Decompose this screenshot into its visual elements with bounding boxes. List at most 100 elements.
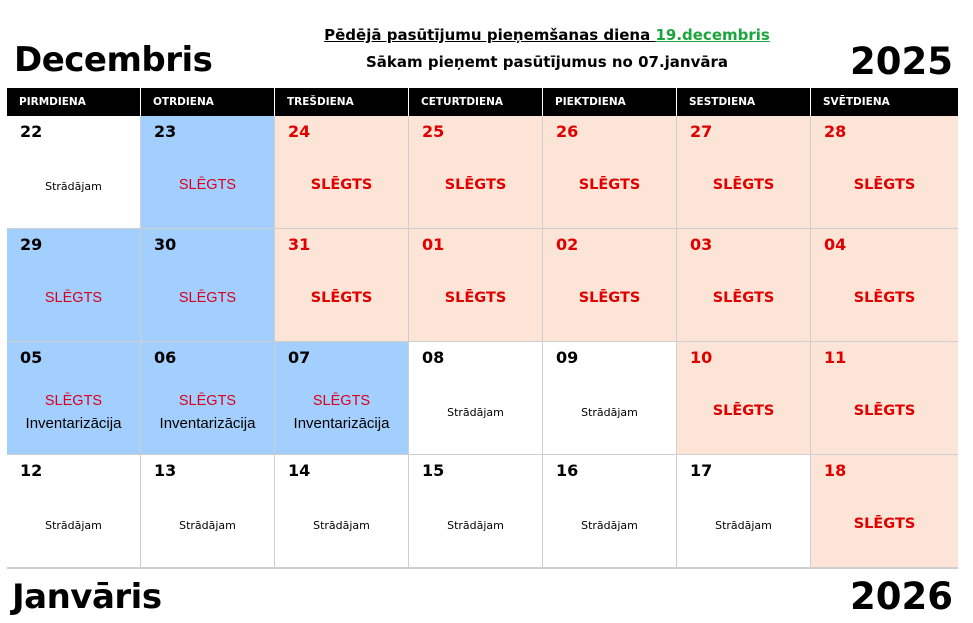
day-status: SLĒGTS bbox=[178, 393, 237, 409]
day-number: 10 bbox=[690, 348, 713, 367]
weekday-header: CETURTDIENA bbox=[409, 88, 543, 116]
day-cell: 17 Strādājam bbox=[677, 455, 811, 568]
day-cell: 29 SLĒGTS bbox=[7, 229, 141, 342]
calendar-body: 22 Strādājam 23 SLĒGTS 24 SLĒGTS 25 SLĒGTS 26 SLĒ… bbox=[7, 116, 958, 568]
day-note: Inventarizācija bbox=[25, 415, 122, 432]
day-status: SLĒGTS bbox=[310, 290, 373, 306]
month-title-bottom: Janvāris bbox=[12, 577, 162, 617]
day-cell: 09 Strādājam bbox=[543, 342, 677, 455]
day-number: 27 bbox=[690, 122, 713, 141]
week-row: 05 SLĒGTS Inventarizācija 06 SLĒGTS Inventari… bbox=[7, 342, 958, 455]
day-status: Strādājam bbox=[45, 519, 102, 532]
day-status: Strādājam bbox=[581, 519, 638, 532]
day-number: 29 bbox=[20, 235, 43, 254]
month-title-top: Decembris bbox=[14, 40, 213, 80]
day-status: SLĒGTS bbox=[178, 177, 237, 193]
week-row: 22 Strādājam 23 SLĒGTS 24 SLĒGTS 25 SLĒGTS 26 SLĒ… bbox=[7, 116, 958, 229]
day-number: 30 bbox=[154, 235, 177, 254]
day-number: 15 bbox=[422, 461, 445, 480]
day-cell: 04 SLĒGTS bbox=[811, 229, 958, 342]
day-cell: 16 Strādājam bbox=[543, 455, 677, 568]
day-status: Strādājam bbox=[447, 406, 504, 419]
weekday-header: PIRMDIENA bbox=[7, 88, 141, 116]
day-number: 11 bbox=[824, 348, 847, 367]
day-cell: 18 SLĒGTS bbox=[811, 455, 958, 568]
day-number: 05 bbox=[20, 348, 43, 367]
day-number: 06 bbox=[154, 348, 177, 367]
day-note: Inventarizācija bbox=[159, 415, 256, 432]
day-number: 28 bbox=[824, 122, 847, 141]
day-note: Inventarizācija bbox=[293, 415, 390, 432]
day-number: 14 bbox=[288, 461, 311, 480]
day-status: SLĒGTS bbox=[712, 403, 775, 419]
day-status: SLĒGTS bbox=[44, 290, 103, 306]
day-status: SLĒGTS bbox=[312, 393, 371, 409]
day-number: 13 bbox=[154, 461, 177, 480]
day-status: Strādājam bbox=[179, 519, 236, 532]
day-status: SLĒGTS bbox=[712, 290, 775, 306]
day-cell: 14 Strādājam bbox=[275, 455, 409, 568]
day-status: SLĒGTS bbox=[310, 177, 373, 193]
week-row: 12 Strādājam 13 Strādājam 14 Strādājam 15 Strād… bbox=[7, 455, 958, 568]
day-status: SLĒGTS bbox=[853, 403, 916, 419]
day-number: 22 bbox=[20, 122, 43, 141]
day-number: 09 bbox=[556, 348, 579, 367]
day-status: SLĒGTS bbox=[578, 177, 641, 193]
day-status: Strādājam bbox=[447, 519, 504, 532]
day-cell: 01 SLĒGTS bbox=[409, 229, 543, 342]
day-status: SLĒGTS bbox=[578, 290, 641, 306]
day-number: 03 bbox=[690, 235, 713, 254]
day-number: 24 bbox=[288, 122, 311, 141]
day-cell: 06 SLĒGTS Inventarizācija bbox=[141, 342, 275, 455]
day-status: SLĒGTS bbox=[853, 177, 916, 193]
day-cell: 24 SLĒGTS bbox=[275, 116, 409, 229]
day-cell: 30 SLĒGTS bbox=[141, 229, 275, 342]
weekday-header: SVĒTDIENA bbox=[823, 96, 890, 108]
day-number: 31 bbox=[288, 235, 311, 254]
year-bottom: 2026 bbox=[850, 575, 953, 618]
day-cell: 25 SLĒGTS bbox=[409, 116, 543, 229]
day-status: SLĒGTS bbox=[853, 290, 916, 306]
day-cell: 15 Strādājam bbox=[409, 455, 543, 568]
day-cell: 11 SLĒGTS bbox=[811, 342, 958, 455]
day-cell: 13 Strādājam bbox=[141, 455, 275, 568]
day-number: 25 bbox=[422, 122, 445, 141]
resume-orders-notice: Sākam pieņemt pasūtījumus no 07.janvāra bbox=[366, 53, 728, 71]
day-cell: 23 SLĒGTS bbox=[141, 116, 275, 229]
week-row: 29 SLĒGTS 30 SLĒGTS 31 SLĒGTS 01 SLĒGTS 02 SLĒGTS… bbox=[7, 229, 958, 342]
day-number: 12 bbox=[20, 461, 43, 480]
divider bbox=[7, 568, 958, 569]
day-status: Strādājam bbox=[715, 519, 772, 532]
day-number: 04 bbox=[824, 235, 847, 254]
day-cell: 28 SLĒGTS bbox=[811, 116, 958, 229]
day-status: Strādājam bbox=[45, 180, 102, 193]
day-cell: 03 SLĒGTS bbox=[677, 229, 811, 342]
day-cell: 08 Strādājam bbox=[409, 342, 543, 455]
day-cell: 12 Strādājam bbox=[7, 455, 141, 568]
day-status: SLĒGTS bbox=[444, 290, 507, 306]
day-number: 08 bbox=[422, 348, 445, 367]
calendar-grid: PIRMDIENA OTRDIENA TREŠDIENA CETURTDIENA PIE… bbox=[7, 88, 958, 568]
day-number: 02 bbox=[556, 235, 579, 254]
day-number: 17 bbox=[690, 461, 713, 480]
day-status: SLĒGTS bbox=[853, 516, 916, 532]
day-number: 16 bbox=[556, 461, 579, 480]
day-status: SLĒGTS bbox=[44, 393, 103, 409]
weekday-header: PIEKTDIENA bbox=[543, 88, 677, 116]
weekday-header: OTRDIENA bbox=[141, 88, 275, 116]
last-order-notice: Pēdējā pasūtījumu pieņemšanas diena 19.d… bbox=[300, 26, 794, 44]
day-cell: 02 SLĒGTS bbox=[543, 229, 677, 342]
day-cell: 10 SLĒGTS bbox=[677, 342, 811, 455]
day-status: SLĒGTS bbox=[178, 290, 237, 306]
day-status: Strādājam bbox=[313, 519, 370, 532]
day-cell: 05 SLĒGTS Inventarizācija bbox=[7, 342, 141, 455]
weekday-header-row: PIRMDIENA OTRDIENA TREŠDIENA CETURTDIENA PIE… bbox=[7, 88, 958, 116]
day-number: 18 bbox=[824, 461, 847, 480]
year-top: 2025 bbox=[850, 40, 953, 83]
last-order-date: 19.decembris bbox=[655, 26, 770, 44]
day-cell: 07 SLĒGTS Inventarizācija bbox=[275, 342, 409, 455]
day-number: 01 bbox=[422, 235, 445, 254]
day-status: SLĒGTS bbox=[444, 177, 507, 193]
day-cell: 31 SLĒGTS bbox=[275, 229, 409, 342]
day-number: 23 bbox=[154, 122, 177, 141]
